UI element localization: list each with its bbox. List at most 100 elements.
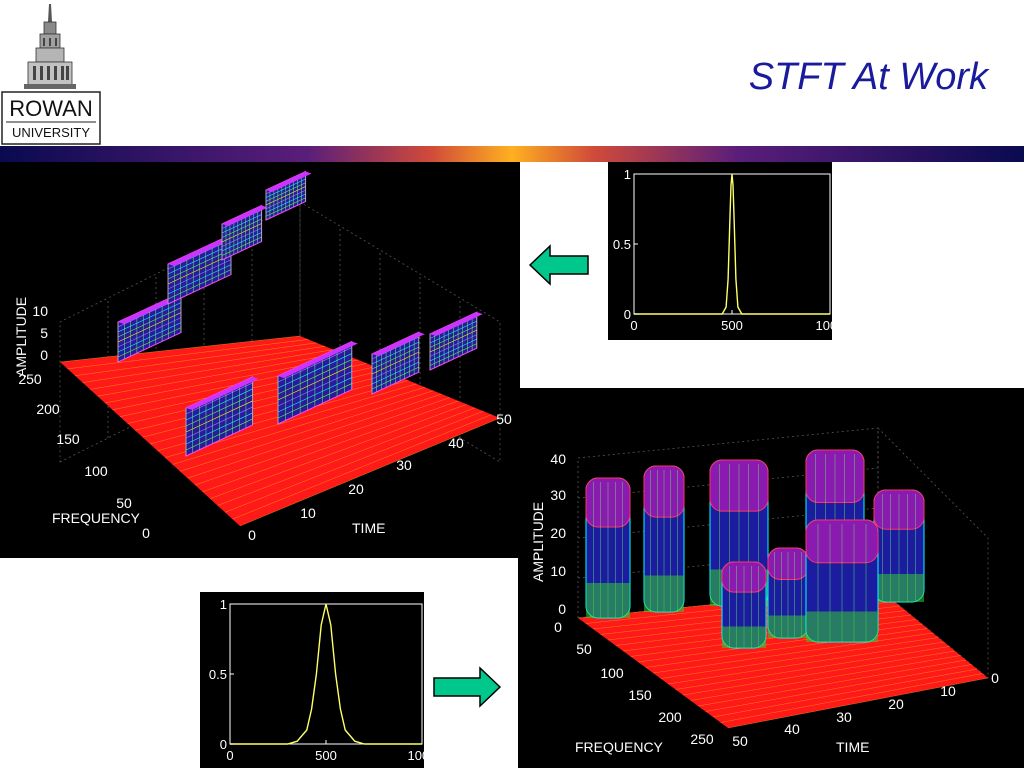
floor-mesh-line [675,646,950,690]
y-tick-label: 0 [220,737,227,752]
z-tick-label: 20 [550,525,566,541]
floor-mesh-line [67,339,309,370]
floor-mesh-line [690,655,961,701]
z-tick-label: 40 [550,451,566,467]
y-tick-label: 0 [624,307,631,322]
floor-mesh-line [660,637,939,679]
amplitude-block [721,561,767,649]
floor-mesh-line [645,628,928,668]
arrow-right-icon [433,666,502,708]
time-tick-label: 40 [784,721,800,737]
gradient-divider [0,146,1024,162]
s2-zlabel: AMPLITUDE [530,502,546,582]
ridge-top [168,234,237,266]
floor-mesh-line [697,659,967,707]
floor-mesh-line [232,414,492,520]
y-tick-label: 1 [624,167,631,182]
time-tick-label: 0 [248,527,256,543]
z-tick-label: 5 [40,325,48,341]
floor-mesh-line [652,632,934,674]
frequency-tick-label: 200 [658,709,682,725]
z-tick-label: 10 [550,563,566,579]
ridge [185,376,259,457]
time-tick-label: 50 [732,733,748,749]
amplitude-block [805,519,879,643]
frequency-tick-label: 50 [116,495,132,511]
x-tick-label: 0 [630,318,637,333]
floor-mesh-line [209,404,467,499]
rowan-university-logo: ROWAN UNIVERSITY [0,0,102,146]
ridge [371,331,425,395]
floor-mesh-line [682,650,956,696]
logo-line1: ROWAN [9,96,93,121]
s2-xlabel: TIME [836,739,869,755]
frequency-tick-label: 250 [690,731,714,747]
x-tick-label: 500 [315,748,337,763]
frequency-tick-label: 250 [18,371,42,387]
x-tick-label: 0 [226,748,233,763]
frequency-tick-label: 0 [554,619,562,635]
s1-zlabel: AMPLITUDE [13,297,29,377]
frequency-tick-label: 0 [142,525,150,541]
amplitude-block [585,477,631,619]
floor-mesh-line [194,397,451,486]
y-tick-label: 0.5 [613,237,631,252]
floor-mesh-line [97,352,342,397]
frequency-tick-label: 100 [84,463,108,479]
time-tick-label: 40 [448,435,464,451]
slide-title: STFT At Work [748,56,988,98]
floor-mesh-line [59,335,301,363]
floor-mesh-line [712,668,978,718]
frequency-tick-label: 200 [36,401,60,417]
floor-mesh-line [727,677,989,729]
x-tick-label: 500 [721,318,743,333]
ridge [265,170,312,221]
amplitude-block [873,489,925,603]
amplitude-block [767,547,809,639]
floor-mesh-line [187,393,442,479]
time-tick-label: 50 [496,411,512,427]
floor-mesh-line [720,673,983,723]
arrow-left-icon [528,244,589,286]
floor-mesh-line [667,641,945,685]
y-tick-label: 0.5 [209,667,227,682]
time-tick-label: 0 [991,670,999,686]
time-tick-label: 10 [300,505,316,521]
floor-mesh-line [89,349,334,390]
ridge-top [222,205,268,226]
ridge-top [186,376,259,410]
surface-floor [578,588,988,728]
time-tick-label: 30 [396,457,412,473]
ridge-top [266,171,312,192]
amplitude-block [643,465,685,613]
floor-mesh-line [82,346,326,383]
z-tick-label: 30 [550,487,566,503]
floor-mesh-line [172,387,426,465]
ridge [429,311,483,371]
s1-ylabel: FREQUENCY [52,510,141,526]
time-tick-label: 10 [940,683,956,699]
frequency-tick-label: 150 [628,687,652,703]
s2-ylabel: FREQUENCY [575,739,664,755]
ridge-top [278,341,358,378]
floor-mesh-line [217,407,476,506]
ridge-top [430,312,483,336]
z-tick-label: 0 [40,347,48,363]
floor-mesh-line [224,410,484,513]
frequency-tick-label: 100 [600,665,624,681]
ridge-top [372,332,425,356]
frequency-tick-label: 50 [576,641,592,657]
ridge [277,340,358,425]
floor-mesh-line [239,417,501,527]
s1-xlabel: TIME [352,520,385,536]
time-tick-label: 20 [348,481,364,497]
logo-line2: UNIVERSITY [12,125,90,140]
frequency-tick-label: 150 [56,431,80,447]
time-tick-label: 20 [888,696,904,712]
side-wall-grid [877,427,989,679]
